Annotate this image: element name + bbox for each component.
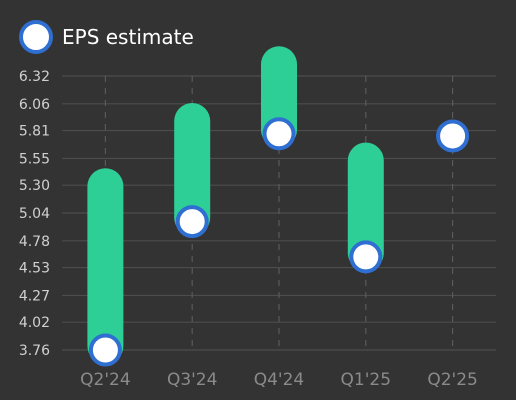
- range-bar: [347, 142, 384, 271]
- range-bar: [87, 168, 124, 364]
- legend[interactable]: EPS estimate: [19, 20, 194, 54]
- y-tick-label: 5.81: [19, 124, 50, 140]
- range-bars: [87, 46, 384, 364]
- x-tick-label: Q2'25: [427, 370, 478, 390]
- y-tick-label: 4.27: [19, 288, 50, 304]
- x-axis-tick-labels: Q2'24 Q3'24 Q4'24 Q1'25 Q2'25: [80, 370, 478, 390]
- y-tick-label: 5.55: [19, 151, 50, 167]
- eps-marker: [88, 333, 122, 367]
- y-tick-label: 4.53: [19, 261, 50, 277]
- y-tick-label: 3.76: [19, 343, 50, 359]
- y-tick-label: 6.32: [19, 69, 50, 85]
- legend-marker-icon: [19, 20, 53, 54]
- legend-label: EPS estimate: [62, 25, 194, 49]
- eps-marker: [175, 205, 209, 239]
- eps-marker: [436, 119, 470, 153]
- range-bar: [174, 102, 211, 236]
- y-tick-label: 5.30: [19, 178, 50, 194]
- eps-marker: [262, 117, 296, 151]
- eps-marker: [349, 240, 383, 274]
- y-tick-label: 6.06: [19, 97, 50, 113]
- x-tick-label: Q3'24: [167, 370, 218, 390]
- x-tick-label: Q1'25: [341, 370, 392, 390]
- y-tick-label: 4.02: [19, 315, 50, 331]
- eps-markers: [88, 117, 470, 367]
- y-tick-label: 5.04: [19, 206, 50, 222]
- x-tick-label: Q4'24: [254, 370, 305, 390]
- y-tick-label: 4.78: [19, 234, 50, 250]
- x-tick-label: Q2'24: [80, 370, 131, 390]
- y-axis-tick-labels: 3.76 4.02 4.27 4.53 4.78 5.04 5.30 5.55 5.81 6.06…: [19, 69, 50, 359]
